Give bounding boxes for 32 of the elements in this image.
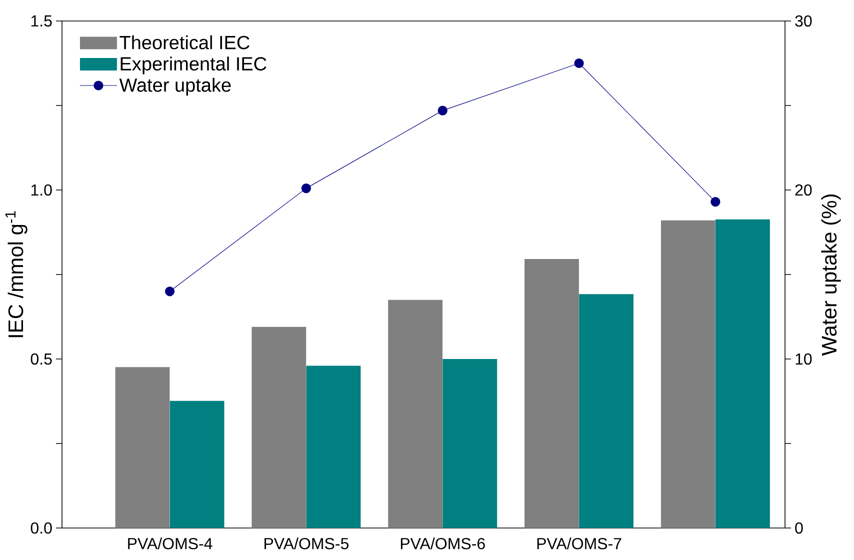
y2-tick-label: 10 <box>796 353 812 365</box>
y2-axis-title: Water uptake (%) <box>821 194 841 356</box>
bar <box>524 258 579 528</box>
bar <box>170 400 224 528</box>
legend-label: Experimental IEC <box>120 56 266 74</box>
legend-label: Water uptake <box>119 78 231 96</box>
x-tick-label: PVA/OMS-5 <box>264 538 348 550</box>
bar <box>716 219 770 528</box>
x-tick-label: PVA/OMS-6 <box>400 538 485 550</box>
bar <box>579 294 634 528</box>
bar <box>442 359 498 528</box>
bar <box>252 326 306 528</box>
point <box>574 58 584 68</box>
bar <box>115 367 170 528</box>
y2-tick-label: 30 <box>795 15 812 27</box>
point <box>710 197 720 207</box>
legend-label: Theoretical IEC <box>120 35 250 50</box>
x-tick-label: PVA/OMS-4 <box>128 538 212 550</box>
bar <box>660 220 716 528</box>
y2-tick-label: 0 <box>795 522 803 534</box>
point <box>164 286 175 296</box>
y2-tick-label: 20 <box>795 184 812 196</box>
x-tick-label: PVA/OMS-7 <box>537 538 622 550</box>
bar <box>388 300 443 528</box>
y-tick-label: 1.0 <box>31 184 52 196</box>
y-tick-label: 0.5 <box>30 353 52 365</box>
bar <box>306 366 361 528</box>
y-axis-title: IEC /mmol g$^{-1}$ <box>5 211 28 338</box>
y-tick-label: 1.5 <box>31 15 52 27</box>
y-tick-label: 0.0 <box>30 522 52 534</box>
point <box>301 184 311 194</box>
point <box>438 106 448 116</box>
